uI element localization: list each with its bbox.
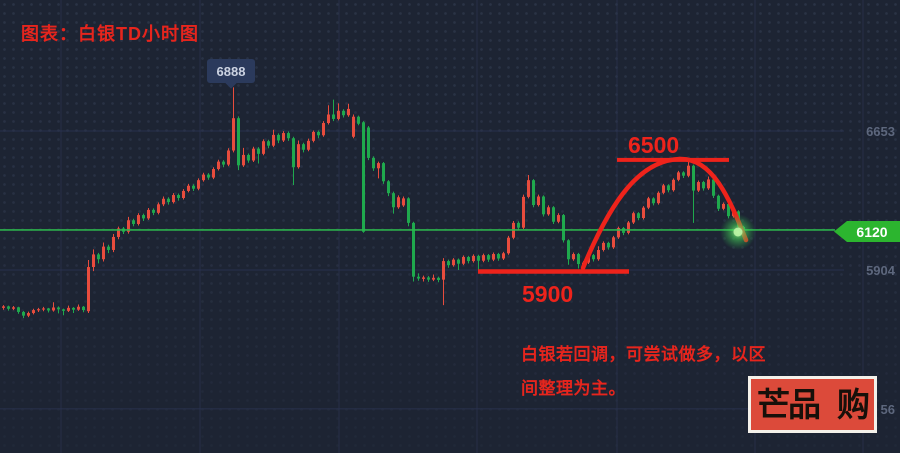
watermark-logo: 芒品 购	[748, 376, 877, 433]
current-price-value: 6120	[856, 223, 888, 240]
resistance-price-label: 6500	[628, 132, 680, 158]
y-axis-label-6653: 6653	[866, 124, 895, 139]
watermark-text-right: 购	[837, 386, 870, 423]
trade-advice-line2: 间整理为主。	[521, 379, 626, 398]
trade-advice-note: 白银若回调，可尝试做多，以区 间整理为主。	[521, 338, 766, 406]
trade-advice-line1: 白银若回调，可尝试做多，以区	[521, 345, 766, 364]
peak-price-value: 6888	[216, 63, 246, 79]
y-axis-label-partial-56: 56	[880, 402, 895, 417]
support-price-label: 5900	[522, 281, 574, 307]
y-axis-label-5904: 5904	[866, 263, 895, 278]
peak-price-tooltip: 6888	[207, 59, 255, 89]
chart-title: 图表：白银TD小时图	[21, 24, 199, 44]
watermark-text-left: 芒品	[757, 386, 821, 423]
current-price-badge: 6120	[834, 221, 900, 242]
